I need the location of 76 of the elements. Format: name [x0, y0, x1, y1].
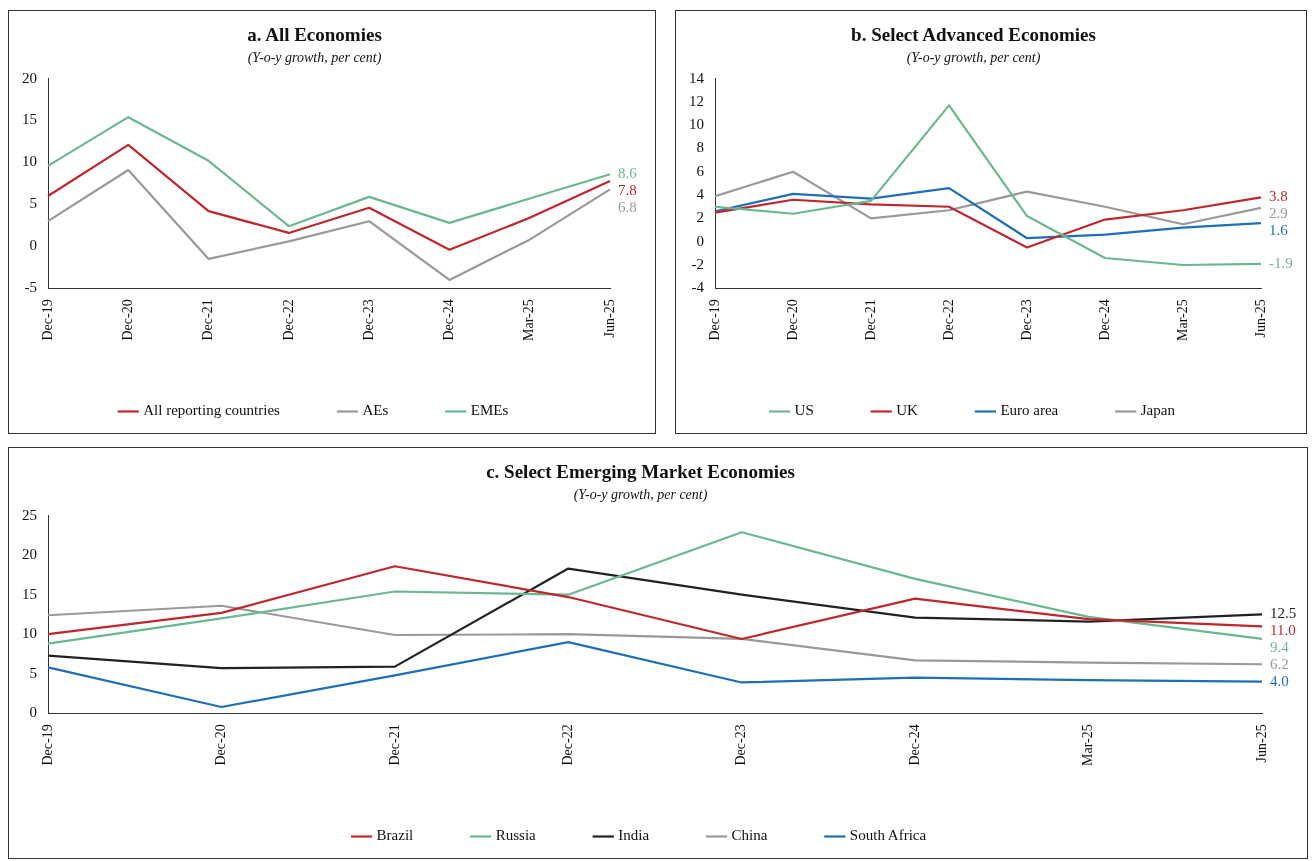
x-tick-label: Jun-25	[601, 299, 617, 338]
x-tick-label: Mar-25	[1080, 724, 1096, 767]
y-tick-label: 5	[29, 664, 37, 681]
data-label: 12.5	[1270, 605, 1297, 622]
legend-label: US	[794, 402, 814, 419]
chart-subtitle: (Y-o-y growth, per cent)	[247, 49, 382, 66]
x-tick-label: Mar-25	[521, 299, 537, 342]
y-tick-label: 25	[22, 506, 37, 523]
legend-label: AEs	[362, 402, 389, 419]
chart-title: a. All Economies	[247, 24, 382, 46]
data-label: 1.6	[1269, 222, 1289, 239]
legend-label: EMEs	[470, 402, 509, 419]
y-tick-label: 10	[22, 625, 37, 642]
y-tick-label: -2	[691, 255, 704, 272]
y-tick-label: 2	[696, 209, 704, 226]
x-tick-label: Dec-19	[39, 724, 55, 766]
y-tick-label: 20	[22, 546, 37, 563]
y-tick-label: 20	[22, 69, 37, 86]
y-tick-label: -4	[691, 279, 705, 296]
x-tick-label: Dec-23	[733, 724, 749, 766]
data-label: 9.4	[1270, 639, 1290, 656]
x-tick-label: Dec-21	[386, 724, 402, 766]
chart-title: b. Select Advanced Economies	[851, 24, 1096, 46]
y-tick-label: 0	[29, 704, 37, 721]
data-label: 2.9	[1269, 205, 1288, 222]
x-tick-label: Dec-22	[559, 724, 575, 766]
data-label: 6.8	[618, 199, 637, 216]
x-tick-label: Jun-25	[1252, 299, 1268, 338]
data-label: 4.0	[1270, 673, 1289, 690]
x-tick-label: Dec-20	[213, 724, 229, 766]
x-tick-label: Dec-24	[441, 299, 457, 341]
x-tick-label: Dec-23	[1018, 299, 1034, 341]
data-label: -1.9	[1269, 254, 1293, 271]
legend-label: Euro area	[1000, 402, 1059, 419]
y-tick-label: 6	[696, 162, 705, 179]
x-tick-label: Dec-24	[906, 724, 922, 766]
data-label: 7.8	[618, 182, 637, 199]
x-tick-label: Mar-25	[1174, 299, 1190, 342]
data-label: 3.8	[1269, 188, 1288, 205]
y-tick-label: 10	[22, 153, 37, 170]
x-tick-label: Dec-24	[1096, 299, 1112, 341]
y-tick-label: 14	[689, 69, 705, 86]
data-label: 8.6	[618, 165, 638, 182]
y-tick-label: 5	[29, 195, 37, 212]
x-tick-label: Dec-22	[940, 299, 956, 341]
x-tick-label: Dec-19	[706, 299, 722, 341]
y-tick-label: 0	[29, 237, 37, 254]
chart-subtitle: (Y-o-y growth, per cent)	[573, 486, 708, 503]
x-tick-label: Jun-25	[1253, 724, 1269, 763]
y-tick-label: 12	[689, 92, 704, 109]
x-tick-label: Dec-19	[39, 299, 55, 341]
legend-label: Japan	[1140, 402, 1176, 419]
data-label: 11.0	[1270, 622, 1296, 639]
x-tick-label: Dec-21	[200, 299, 216, 341]
legend-label: Russia	[495, 827, 537, 844]
legend-label: All reporting countries	[143, 402, 281, 419]
legend-label: China	[731, 827, 768, 844]
y-tick-label: -5	[24, 279, 37, 296]
y-tick-label: 15	[22, 111, 37, 128]
legend-label: Brazil	[376, 827, 414, 844]
data-label: 6.2	[1270, 656, 1289, 673]
legend-label: UK	[896, 402, 919, 419]
chart-title: c. Select Emerging Market Economies	[486, 461, 795, 483]
y-tick-label: 0	[696, 232, 704, 249]
chart-subtitle: (Y-o-y growth, per cent)	[906, 49, 1041, 66]
y-tick-label: 4	[696, 186, 705, 203]
x-tick-label: Dec-21	[862, 299, 878, 341]
x-tick-label: Dec-23	[360, 299, 376, 341]
y-tick-label: 10	[689, 116, 704, 133]
legend-label: India	[618, 827, 650, 844]
x-tick-label: Dec-20	[784, 299, 800, 341]
y-tick-label: 8	[696, 139, 704, 156]
legend-label: South Africa	[849, 827, 927, 844]
x-tick-label: Dec-20	[119, 299, 135, 341]
y-tick-label: 15	[22, 585, 37, 602]
x-tick-label: Dec-22	[280, 299, 296, 341]
